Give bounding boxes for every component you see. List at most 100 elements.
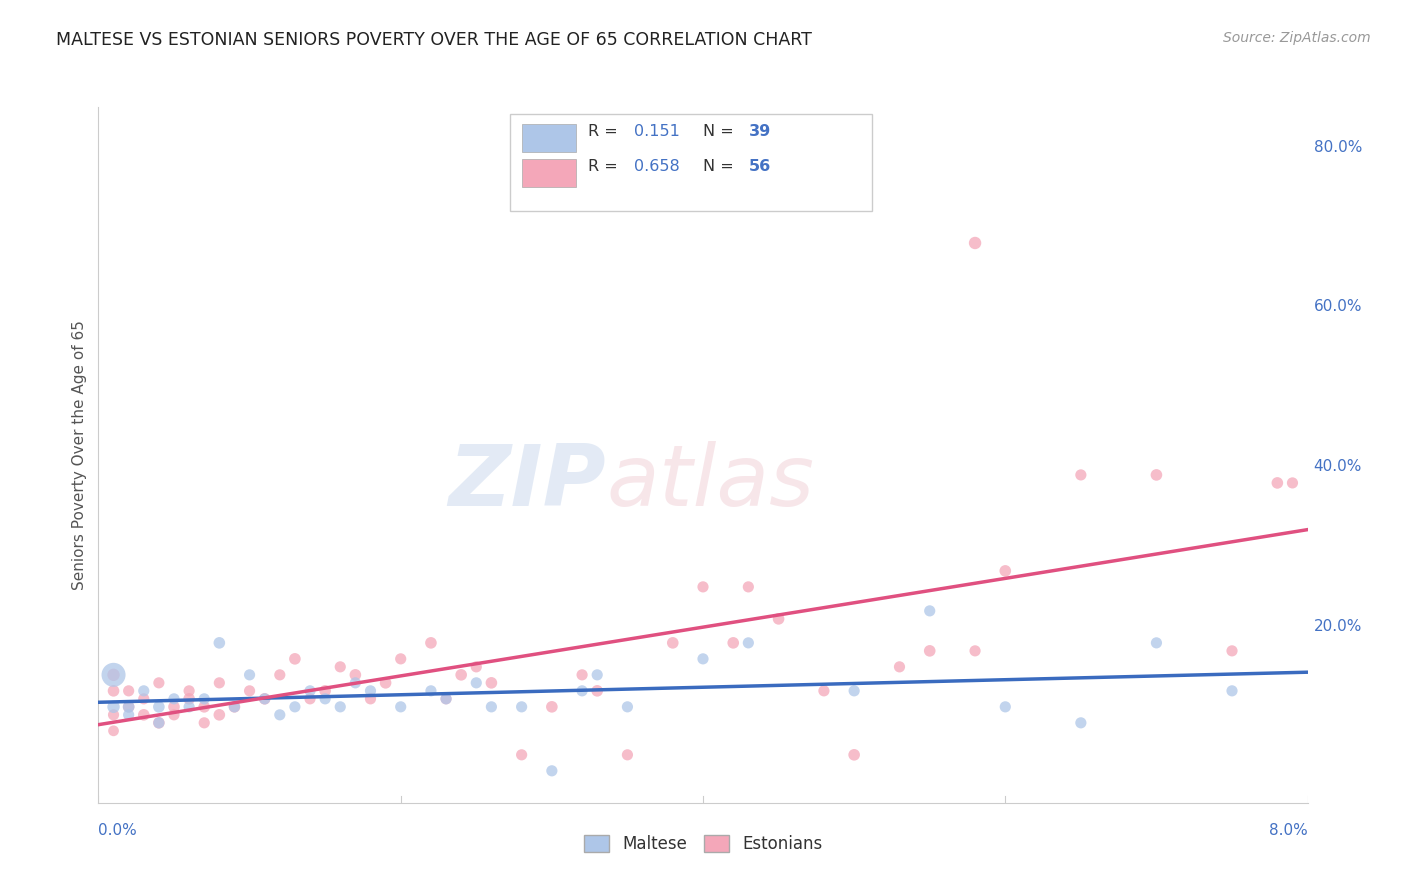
Point	[344, 676, 367, 690]
Point	[299, 683, 322, 698]
Point	[1144, 467, 1167, 482]
Point	[103, 683, 125, 698]
Point	[269, 668, 291, 682]
Point	[918, 644, 941, 658]
Text: 0.658: 0.658	[634, 159, 681, 174]
Point	[148, 715, 170, 730]
Point	[571, 683, 593, 698]
Point	[103, 723, 125, 738]
Point	[510, 699, 533, 714]
Point	[1070, 467, 1092, 482]
Point	[239, 683, 262, 698]
Text: N =: N =	[703, 124, 740, 139]
Text: R =: R =	[588, 124, 623, 139]
Point	[374, 676, 396, 690]
Point	[148, 715, 170, 730]
Point	[465, 660, 488, 674]
Point	[419, 636, 441, 650]
Point	[208, 707, 231, 722]
Point	[1144, 636, 1167, 650]
Point	[132, 683, 155, 698]
Point	[359, 691, 381, 706]
Point	[616, 747, 638, 762]
Point	[208, 636, 231, 650]
Point	[118, 699, 141, 714]
Text: 39: 39	[749, 124, 772, 139]
Point	[389, 699, 412, 714]
Point	[118, 707, 141, 722]
Point	[239, 668, 262, 682]
Point	[616, 699, 638, 714]
Point	[844, 747, 866, 762]
Point	[329, 699, 352, 714]
Point	[1220, 683, 1243, 698]
Point	[768, 612, 790, 626]
Point	[299, 691, 322, 706]
Point	[329, 660, 352, 674]
Point	[586, 683, 609, 698]
Point	[419, 683, 441, 698]
Point	[193, 715, 215, 730]
Point	[103, 668, 125, 682]
Text: N =: N =	[703, 159, 740, 174]
Point	[103, 668, 125, 682]
Point	[148, 699, 170, 714]
Point	[737, 636, 759, 650]
Point	[224, 699, 246, 714]
Point	[1070, 715, 1092, 730]
Point	[737, 580, 759, 594]
Point	[163, 707, 186, 722]
Point	[284, 699, 307, 714]
Point	[193, 691, 215, 706]
Point	[918, 604, 941, 618]
Point	[723, 636, 745, 650]
Point	[208, 676, 231, 690]
Text: 0.151: 0.151	[634, 124, 681, 139]
Point	[465, 676, 488, 690]
FancyBboxPatch shape	[509, 114, 872, 211]
Point	[692, 580, 714, 594]
Text: ZIP: ZIP	[449, 442, 606, 524]
Point	[540, 764, 562, 778]
Point	[103, 699, 125, 714]
Text: 8.0%: 8.0%	[1268, 822, 1308, 838]
Point	[269, 707, 291, 722]
Point	[434, 691, 457, 706]
Point	[193, 699, 215, 714]
Point	[813, 683, 835, 698]
Text: Source: ZipAtlas.com: Source: ZipAtlas.com	[1223, 31, 1371, 45]
Point	[965, 235, 987, 250]
Point	[889, 660, 911, 674]
Point	[1265, 475, 1288, 490]
Point	[253, 691, 276, 706]
Point	[148, 676, 170, 690]
Point	[510, 747, 533, 762]
Point	[389, 652, 412, 666]
Point	[692, 652, 714, 666]
Point	[479, 699, 503, 714]
Point	[661, 636, 683, 650]
Text: 20.0%: 20.0%	[1313, 619, 1362, 634]
Point	[571, 668, 593, 682]
Text: R =: R =	[588, 159, 623, 174]
Y-axis label: Seniors Poverty Over the Age of 65: Seniors Poverty Over the Age of 65	[72, 320, 87, 590]
Point	[224, 699, 246, 714]
Point	[253, 691, 276, 706]
Point	[179, 683, 201, 698]
Point	[994, 564, 1017, 578]
FancyBboxPatch shape	[522, 159, 576, 187]
Point	[118, 683, 141, 698]
Point	[118, 699, 141, 714]
Point	[1220, 644, 1243, 658]
Point	[179, 699, 201, 714]
Point	[314, 691, 336, 706]
Point	[1281, 475, 1303, 490]
Point	[314, 683, 336, 698]
Point	[965, 644, 987, 658]
Text: 40.0%: 40.0%	[1313, 459, 1362, 475]
Point	[540, 699, 562, 714]
Point	[344, 668, 367, 682]
Point	[103, 707, 125, 722]
Point	[132, 691, 155, 706]
Point	[434, 691, 457, 706]
